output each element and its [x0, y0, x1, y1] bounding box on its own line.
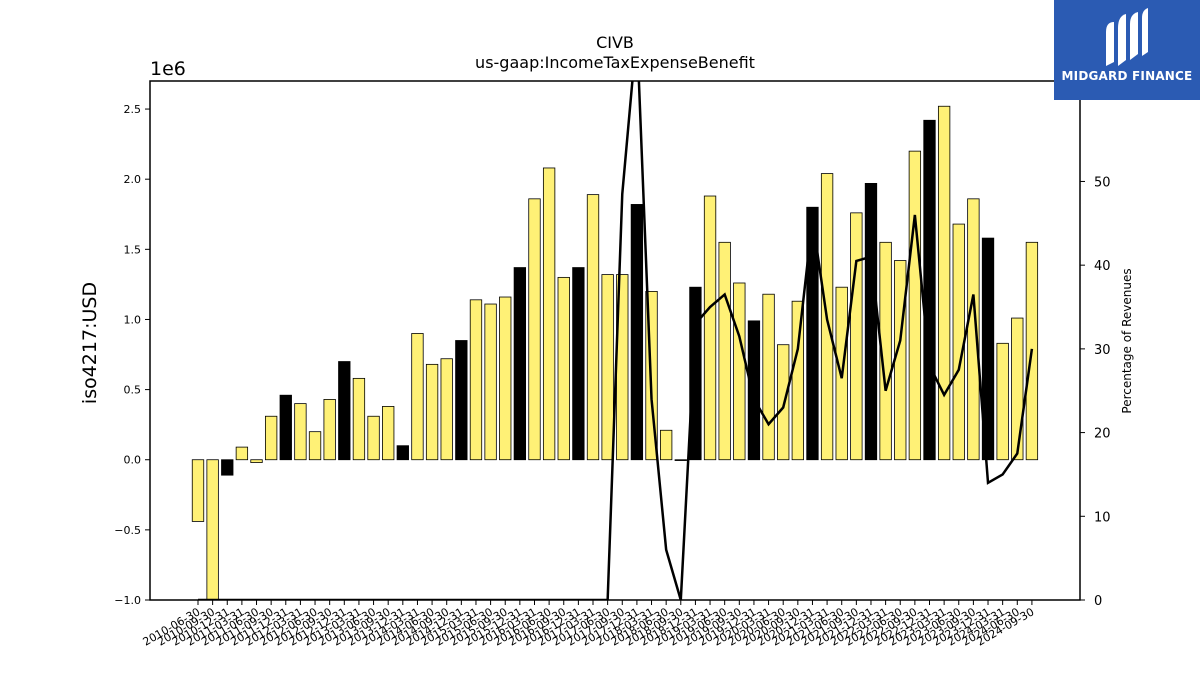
bar: [206, 459, 219, 601]
bar: [923, 119, 936, 461]
ticks-layer: −1.0−0.50.00.51.01.52.02.501020304050201…: [114, 103, 1110, 649]
bar: [762, 293, 775, 461]
bar: [425, 363, 439, 461]
bar: [484, 303, 497, 461]
y-tick-label: 0.5: [124, 384, 142, 397]
bar: [864, 182, 878, 461]
bar: [221, 459, 234, 476]
bar: [967, 198, 980, 461]
y2-tick-label: 10: [1094, 510, 1111, 525]
bar: [308, 431, 322, 461]
y-axis-label: iso4217:USD: [79, 282, 101, 404]
series-line: [198, 81, 1034, 600]
bar: [586, 194, 600, 461]
bar: [367, 415, 380, 461]
chart-title: CIVB: [596, 33, 634, 52]
y-tick-label: −0.5: [114, 524, 141, 537]
bar: [952, 223, 965, 461]
y-tick-label: −1.0: [114, 594, 141, 607]
bar: [572, 267, 585, 461]
bars-layer: [191, 105, 1039, 601]
bar: [937, 105, 951, 461]
chart-subtitle: us-gaap:IncomeTaxExpenseBenefit: [475, 53, 755, 72]
y2-tick-label: 40: [1094, 259, 1111, 274]
bar: [411, 333, 424, 461]
bar: [733, 282, 746, 461]
bar: [396, 445, 409, 461]
y2-tick-label: 0: [1094, 594, 1102, 609]
bar: [264, 415, 278, 461]
bar: [996, 342, 1009, 461]
bar: [703, 195, 717, 461]
bar: [630, 204, 644, 461]
bar: [1011, 317, 1024, 461]
bar: [338, 361, 351, 461]
bar: [513, 267, 527, 461]
bar: [440, 358, 453, 461]
bar: [777, 344, 790, 461]
bar: [601, 274, 614, 461]
bar: [660, 429, 673, 461]
bar: [382, 406, 395, 461]
bar: [469, 299, 483, 461]
bar: [294, 403, 307, 461]
bar: [499, 296, 512, 461]
y2-tick-label: 20: [1094, 427, 1111, 442]
y-tick-label: 0.0: [124, 454, 142, 467]
bar: [455, 340, 468, 461]
y-tick-label: 2.5: [124, 103, 142, 116]
bar: [323, 399, 336, 461]
bar: [747, 320, 761, 461]
y-tick-label: 2.0: [124, 173, 142, 186]
bar: [250, 459, 263, 463]
bar: [235, 446, 249, 461]
bar: [279, 394, 292, 461]
bar: [879, 241, 892, 461]
brand-name: MIDGARD FINANCE: [1061, 69, 1193, 83]
bar: [689, 286, 702, 461]
bar: [542, 167, 556, 461]
bar: [908, 150, 922, 461]
bar: [791, 300, 804, 461]
y-tick-label: 1.5: [124, 243, 142, 256]
bar: [806, 206, 819, 461]
y2-tick-label: 50: [1094, 175, 1111, 190]
bar: [352, 377, 366, 461]
y2-tick-label: 30: [1094, 343, 1111, 358]
logo-mark-icon: [1106, 8, 1148, 66]
bar: [557, 276, 570, 461]
bar: [850, 212, 863, 461]
plot-frame: [149, 80, 1081, 601]
bar: [191, 459, 205, 522]
line-layer: [198, 81, 1034, 600]
bar: [528, 198, 541, 461]
brand-logo: MIDGARD FINANCE: [1054, 0, 1200, 100]
y-tick-label: 1.0: [124, 313, 142, 326]
bar: [674, 459, 687, 461]
y2-axis-label: Percentage of Revenues: [1120, 268, 1134, 413]
bar: [894, 260, 907, 461]
bar: [981, 237, 995, 461]
bar: [718, 241, 731, 461]
y-scale-label: 1e6: [150, 58, 186, 80]
